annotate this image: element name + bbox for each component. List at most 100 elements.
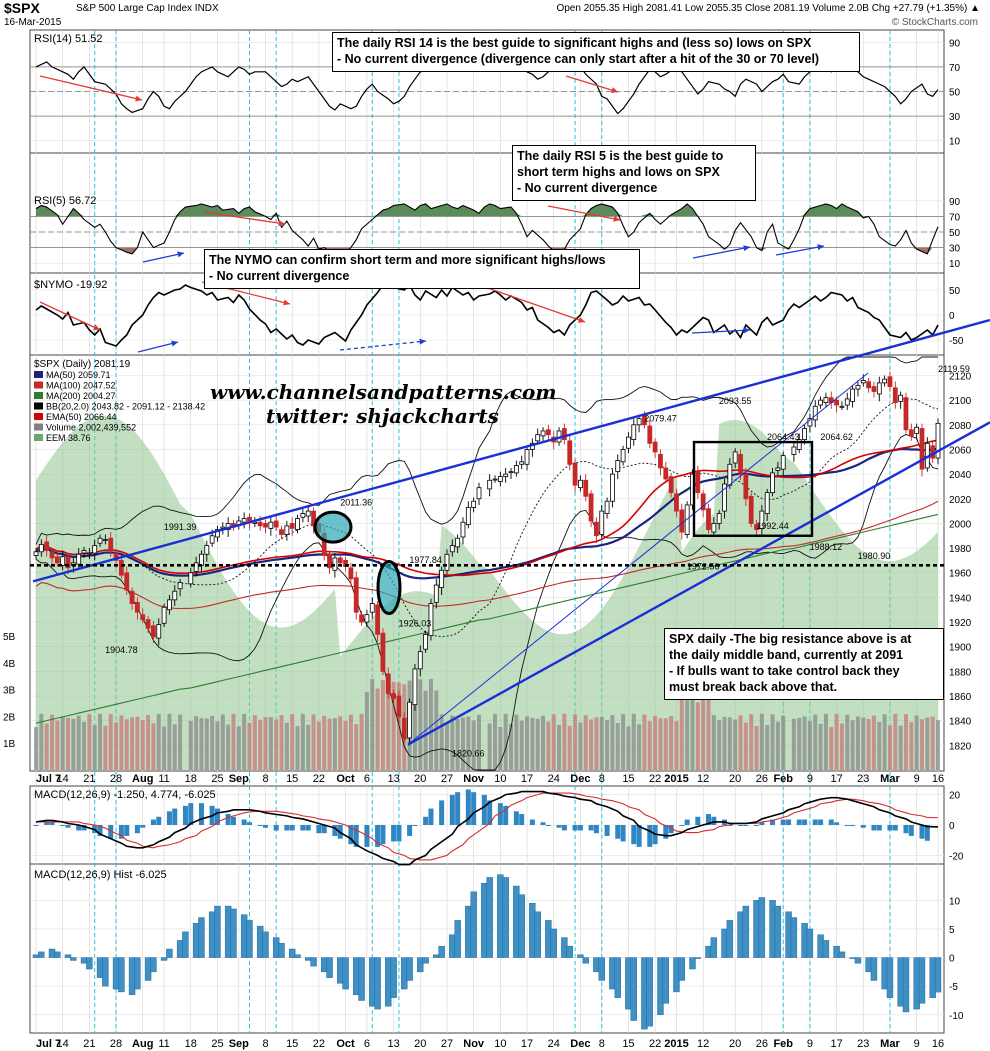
- x-tick-label-top: 16: [932, 773, 944, 785]
- volume-bar: [172, 724, 177, 770]
- volume-bar: [242, 714, 247, 770]
- nymo-divergence-arrow-head: [419, 338, 426, 345]
- candle-body: [764, 492, 770, 514]
- macd-hist-bar: [332, 825, 338, 836]
- volume-bar: [781, 715, 786, 770]
- hist-bar: [224, 905, 232, 958]
- macd-hist-bar: [166, 811, 172, 825]
- price-y-tick-label: 2020: [949, 495, 972, 506]
- macd-hist-bar: [636, 825, 642, 847]
- volume-bar: [375, 688, 380, 770]
- macd-hist-bar: [860, 825, 866, 828]
- hist-bar: [80, 957, 88, 964]
- hist-bar: [721, 928, 728, 958]
- x-tick-label-top: 13: [387, 773, 399, 785]
- x-tick-label-bottom: 21: [83, 1038, 95, 1050]
- price-level-label: 1972.56: [687, 561, 720, 571]
- macd-hist-bar: [230, 816, 236, 825]
- hist-bar: [785, 911, 792, 958]
- hist-bar: [742, 905, 750, 958]
- x-tick-label-bottom: Jul 7: [36, 1038, 61, 1050]
- candle-body: [113, 552, 119, 561]
- hist-bar: [337, 957, 344, 984]
- candle-body: [145, 619, 151, 629]
- candle-body: [92, 545, 98, 554]
- macd-y-tick-label: 0: [949, 821, 955, 832]
- candle-body: [866, 381, 872, 389]
- candle-body: [578, 479, 583, 489]
- hist-bar: [422, 957, 429, 964]
- hist-bar: [32, 954, 40, 958]
- macd-hist-bar: [572, 825, 578, 831]
- macd-hist-bar: [391, 825, 397, 842]
- candle-body: [124, 572, 130, 591]
- macd-hist-bar: [828, 819, 834, 825]
- volume-bar: [226, 724, 231, 770]
- volume-bar: [338, 716, 343, 770]
- price-y-tick-label: 1840: [949, 717, 972, 728]
- candle-body: [49, 551, 55, 559]
- candle-body: [86, 552, 92, 555]
- macd-hist-bar: [321, 825, 327, 834]
- macd-hist-bar: [834, 822, 840, 825]
- macd-hist-bar: [908, 825, 914, 836]
- legend-swatch: [34, 434, 43, 441]
- rsi14-y-tick-label: 70: [949, 63, 961, 74]
- volume-bar: [44, 723, 49, 770]
- hist-bar: [673, 957, 680, 993]
- volume-bar: [236, 726, 241, 770]
- x-tick-label-bottom: Nov: [463, 1038, 485, 1050]
- legend-entry: MA(100) 2047.52: [46, 381, 116, 391]
- upper-channel-trendline: [32, 318, 990, 583]
- x-tick-label-bottom: 17: [830, 1038, 842, 1050]
- hist-bar: [214, 905, 221, 958]
- hist-bar: [545, 920, 552, 958]
- rsi5-divergence-arrow-head: [613, 215, 620, 222]
- x-tick-label-bottom: 8: [599, 1038, 605, 1050]
- x-tick-label-bottom: 9: [914, 1038, 920, 1050]
- nymo-divergence-arrow-head: [171, 340, 178, 347]
- candle-body: [375, 604, 380, 635]
- price-note-line2: the daily middle band, currently at 2091: [669, 648, 904, 662]
- volume-bar: [503, 713, 508, 770]
- x-tick-label-bottom: 12: [697, 1038, 709, 1050]
- x-tick-label-bottom: 14: [57, 1038, 69, 1050]
- volume-bar: [279, 715, 284, 770]
- price-y-tick-label: 2060: [949, 445, 972, 456]
- rsi5-y-tick-label: 70: [949, 212, 961, 223]
- macd-hist-bar: [316, 825, 322, 834]
- nymo-divergence-arrow-head: [743, 327, 750, 334]
- volume-bar: [284, 722, 289, 770]
- volume-bar: [690, 689, 695, 770]
- volume-bar: [252, 715, 257, 770]
- macd-hist-bar: [305, 825, 311, 831]
- x-tick-label-top: 10: [494, 773, 506, 785]
- candle-body: [369, 603, 375, 613]
- volume-bar: [541, 715, 546, 770]
- candle-body: [615, 460, 621, 473]
- macd-hist-bar: [631, 825, 637, 845]
- volume-bar: [76, 715, 81, 770]
- hist-bar: [112, 957, 120, 990]
- nymo-divergence-arrow-head: [93, 324, 100, 331]
- candle-body: [572, 462, 578, 486]
- volume-bar: [119, 715, 124, 770]
- candle-body: [663, 467, 669, 480]
- x-tick-label-top: 26: [756, 773, 768, 785]
- nymo-y-tick-label: -50: [949, 336, 964, 347]
- volume-bar: [418, 679, 423, 770]
- candle-body: [759, 510, 765, 529]
- x-tick-label-bottom: 9: [807, 1038, 813, 1050]
- volume-bar: [162, 726, 167, 770]
- price-y-tick-label: 1880: [949, 667, 972, 678]
- x-tick-label-bottom: 10: [494, 1038, 506, 1050]
- volume-bar: [589, 719, 594, 770]
- candle-body: [257, 521, 263, 527]
- candle-body: [385, 673, 391, 694]
- volume-bar: [167, 713, 172, 770]
- volume-bar: [909, 722, 914, 770]
- quote-line: Open 2055.35 High 2081.41 Low 2055.35 Cl…: [556, 3, 980, 14]
- x-tick-label-top: Jul 7: [36, 773, 61, 785]
- candle-body: [652, 441, 658, 453]
- legend-entry: EMA(50) 2066.44: [46, 412, 117, 422]
